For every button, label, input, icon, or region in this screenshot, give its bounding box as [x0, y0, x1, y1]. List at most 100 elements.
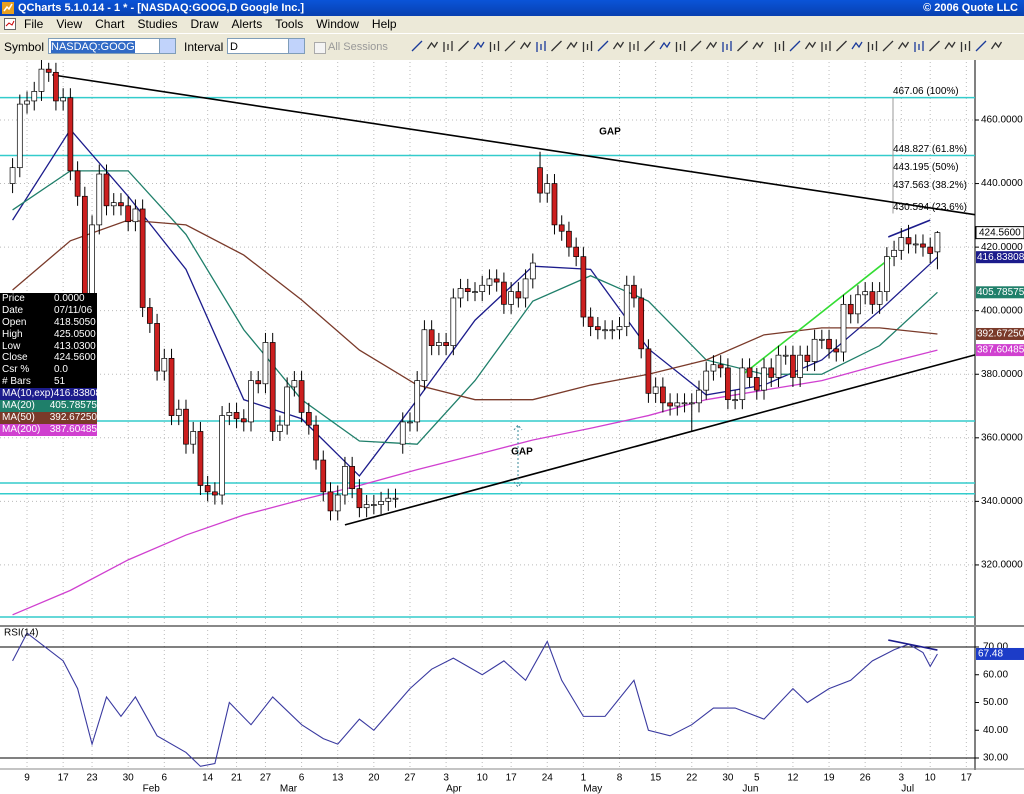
tool-button[interactable]: [821, 41, 831, 52]
tool-button[interactable]: [774, 41, 785, 52]
tool-glyph: [458, 40, 469, 52]
tool-glyph: [851, 41, 863, 50]
title-bar: QCharts 5.1.0.14 - 1 * - [NASDAQ:GOOG,D …: [0, 0, 1024, 16]
info-value: 425.0500: [54, 328, 96, 340]
candle-body: [298, 380, 305, 413]
candle-body: [660, 386, 666, 404]
candle-body: [515, 291, 522, 299]
candle-body: [587, 316, 594, 327]
info-key: Date: [2, 304, 24, 316]
tool-button[interactable]: [944, 41, 956, 50]
y-tick-label: 70.00: [983, 642, 1008, 653]
rsi-value-label: 67.48: [978, 649, 1003, 660]
candle-body: [370, 504, 377, 506]
tool-button[interactable]: [975, 40, 987, 52]
tool-button[interactable]: [752, 41, 764, 50]
menu-item[interactable]: View: [56, 17, 83, 31]
ma-line: [12, 219, 938, 401]
tool-button[interactable]: [722, 41, 732, 52]
tool-button[interactable]: [426, 41, 439, 50]
tool-button[interactable]: [504, 40, 516, 52]
candle-body: [248, 380, 254, 423]
candle-body: [529, 262, 536, 280]
tool-button[interactable]: [629, 41, 639, 52]
tool-button[interactable]: [897, 41, 910, 50]
tool-button[interactable]: [473, 41, 485, 50]
tool-button[interactable]: [836, 40, 847, 52]
tool-button[interactable]: [644, 40, 655, 52]
tool-glyph: [882, 40, 894, 52]
candle-body: [443, 342, 449, 346]
candle-body: [753, 377, 760, 391]
menu-item[interactable]: Tools: [275, 17, 304, 31]
tool-button[interactable]: [737, 40, 748, 52]
tool-button[interactable]: [867, 41, 878, 52]
x-tick-label: 22: [686, 773, 698, 784]
tool-button[interactable]: [851, 41, 863, 50]
candle-body: [233, 412, 240, 420]
x-tick-label: 3: [443, 773, 449, 784]
checkbox[interactable]: [314, 42, 326, 54]
tool-button[interactable]: [929, 40, 940, 52]
tool-button[interactable]: [990, 41, 1003, 50]
menu-item[interactable]: Help: [371, 17, 397, 31]
interval-input[interactable]: D: [227, 38, 305, 54]
x-tick-label: 12: [787, 773, 799, 784]
candle-body: [472, 291, 478, 293]
candle-body: [616, 326, 623, 331]
candle-body: [645, 348, 652, 394]
tool-button[interactable]: [411, 40, 423, 52]
tool-button[interactable]: [582, 41, 593, 52]
info-key: Price: [2, 293, 25, 304]
menu-item[interactable]: Window: [316, 17, 359, 31]
menu-item[interactable]: Chart: [95, 17, 125, 31]
tool-button[interactable]: [659, 41, 671, 50]
tool-glyph: [705, 41, 718, 50]
tool-button[interactable]: [882, 40, 894, 52]
dropdown-button[interactable]: [159, 39, 175, 53]
menu-item[interactable]: Studies: [137, 17, 178, 31]
y-tick-label: 380.0000: [981, 369, 1023, 380]
y-tick-label: 320.0000: [981, 560, 1023, 571]
tool-button[interactable]: [612, 41, 625, 50]
tool-button[interactable]: [804, 41, 817, 50]
candle-body: [53, 71, 59, 102]
tool-button[interactable]: [705, 41, 718, 50]
tool-button[interactable]: [519, 41, 532, 50]
tool-button[interactable]: [489, 41, 500, 52]
tool-button[interactable]: [914, 41, 924, 52]
tool-button[interactable]: [789, 40, 801, 52]
menu-item[interactable]: Draw: [190, 17, 219, 31]
tool-glyph: [473, 41, 485, 50]
candle-body: [190, 431, 197, 445]
candle-body: [436, 342, 442, 346]
tool-button[interactable]: [597, 40, 609, 52]
tool-button[interactable]: [551, 40, 562, 52]
menu-item[interactable]: Alerts: [231, 17, 263, 31]
tool-glyph: [566, 41, 578, 50]
candle-body: [197, 431, 204, 486]
y-tick-label: 440.0000: [981, 178, 1023, 189]
dropdown-button[interactable]: [288, 39, 304, 53]
tool-button[interactable]: [458, 40, 469, 52]
candle-body: [739, 367, 746, 401]
menu-item[interactable]: File: [24, 17, 44, 31]
candle-body: [797, 354, 803, 378]
tool-button[interactable]: [690, 40, 702, 52]
candle-body: [110, 202, 117, 207]
tool-button[interactable]: [536, 41, 546, 52]
candle-body: [342, 466, 348, 496]
all-sessions-label: All Sessions: [328, 41, 388, 53]
tool-button[interactable]: [675, 41, 686, 52]
x-tick-label: 21: [231, 773, 243, 784]
symbol-input[interactable]: NASDAQ:GOOG: [48, 38, 176, 54]
tool-button[interactable]: [566, 41, 578, 50]
tool-button[interactable]: [443, 41, 453, 52]
tool-glyph: [944, 41, 956, 50]
candle-body: [212, 491, 218, 496]
candle-body: [125, 205, 132, 223]
candle-body: [920, 243, 926, 248]
tool-button[interactable]: [960, 41, 971, 52]
candle-body: [277, 424, 283, 432]
y-tick-label: 60.00: [983, 669, 1008, 680]
